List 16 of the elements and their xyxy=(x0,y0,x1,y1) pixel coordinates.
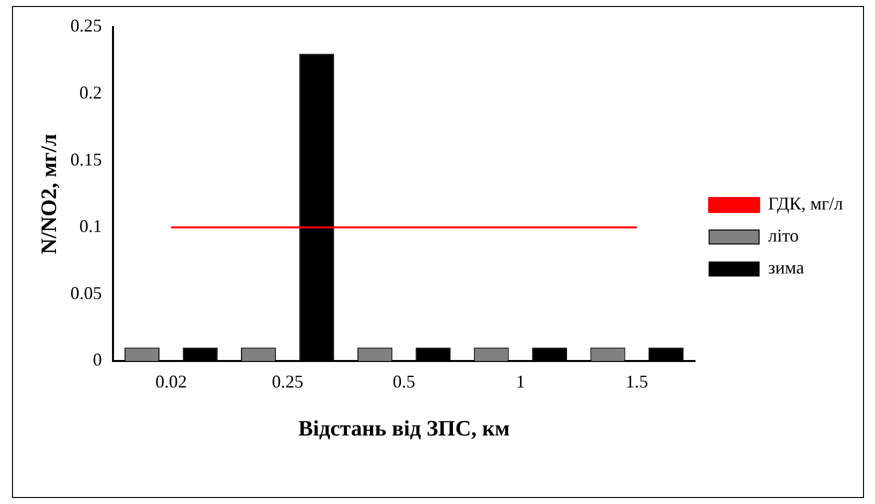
x-tick-label: 0.5 xyxy=(392,372,416,392)
y-tick-label: 0.2 xyxy=(79,82,102,103)
y-tick-label: 0.1 xyxy=(79,216,102,236)
y-tick-label: 0.25 xyxy=(70,16,102,36)
y-tick-label: 0.15 xyxy=(70,149,102,170)
x-tick-label: 1 xyxy=(516,372,525,392)
x-tick-label: 0.25 xyxy=(272,372,304,392)
y-tick-label: 0 xyxy=(92,350,102,370)
x-axis-title: Відстань від ЗПС, км xyxy=(298,415,510,440)
x-tick-label: 1.5 xyxy=(626,372,648,392)
legend-label: зима xyxy=(768,258,804,278)
y-tick-label: 0.05 xyxy=(70,282,102,303)
x-tick-label: 0.02 xyxy=(155,372,187,392)
legend-label: ГДК, мг/л xyxy=(768,194,844,214)
y-axis-title: N/NO2, мг/л xyxy=(36,134,61,254)
legend-label: літо xyxy=(768,226,799,246)
